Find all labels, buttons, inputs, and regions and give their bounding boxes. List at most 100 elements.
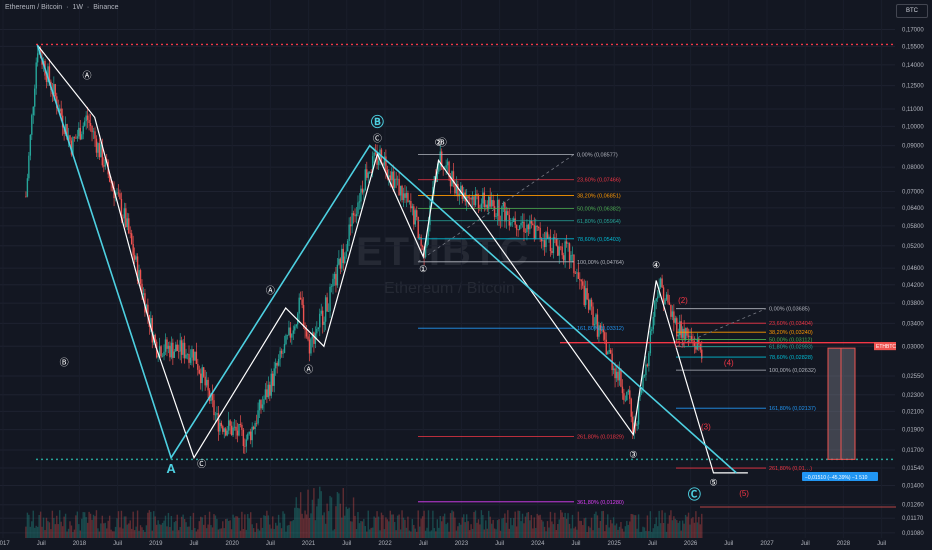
fib1-label: 61,80% (0,05964) [577, 219, 621, 225]
candle-body [671, 311, 674, 317]
candle-body [602, 329, 605, 333]
volume-bar [81, 518, 83, 538]
candle-body [349, 224, 352, 227]
header-exchange: Binance [93, 4, 119, 11]
candle-body [548, 236, 550, 239]
candle-body [308, 339, 311, 354]
volume-bar [57, 524, 59, 538]
candle-body [132, 244, 134, 256]
fib2-label: 161,80% (0,02137) [769, 406, 816, 412]
volume-bar [235, 516, 237, 538]
candle-body [108, 174, 111, 182]
wave-label: Ⓑ [60, 358, 69, 368]
candle-body [270, 373, 272, 396]
wave-label: Ⓐ [266, 286, 275, 296]
price-tick-label: 0,14000 [902, 63, 924, 69]
candle-body [630, 398, 632, 417]
volume-bar [308, 517, 311, 538]
volume-bar [402, 517, 405, 538]
candle-body [532, 223, 534, 226]
candle-body [207, 379, 209, 391]
candle-body [223, 428, 225, 432]
candle-body [629, 390, 631, 399]
candle-body [154, 334, 156, 342]
candle-body [651, 329, 653, 332]
volume-bar [294, 507, 296, 538]
candle-body [145, 304, 148, 313]
candle-body [73, 137, 76, 139]
volume-bar [620, 522, 622, 538]
volume-bar [98, 531, 101, 538]
currency-button[interactable]: BTC [896, 4, 928, 18]
volume-bar [642, 526, 644, 538]
candle-body [267, 384, 270, 398]
candle-body [592, 306, 594, 326]
candle-body [289, 327, 292, 338]
candle-body [562, 255, 565, 261]
volume-bar [521, 513, 524, 538]
volume-bar [548, 527, 550, 538]
candle-body [554, 237, 556, 239]
volume-bar [511, 525, 513, 538]
fib1-label: 161,80% (0,03312) [577, 326, 624, 332]
volume-bar [676, 520, 678, 538]
volume-bar [698, 516, 700, 538]
volume-bar [292, 520, 295, 538]
candle-body [634, 422, 637, 426]
candle-body [202, 367, 205, 377]
candle-body [157, 356, 159, 358]
wave-label: ① [419, 264, 427, 274]
volume-bar [133, 530, 136, 538]
candle-body [48, 66, 51, 82]
candle-body [486, 204, 488, 210]
candle-body [241, 424, 243, 430]
volume-bar [518, 510, 521, 538]
candle-body [545, 232, 547, 248]
candle-body [684, 328, 687, 340]
candle-body [624, 400, 627, 401]
volume-bar [179, 526, 181, 538]
candle-body [442, 167, 444, 170]
price-tick-label: 0,05800 [902, 224, 924, 230]
header-interval[interactable]: 1W [72, 4, 83, 11]
volume-bar [681, 520, 684, 538]
volume-bar [414, 528, 416, 538]
volume-bar [557, 523, 559, 538]
candle-body [401, 185, 403, 201]
volume-bar [656, 526, 659, 538]
candle-body [693, 341, 696, 346]
volume-bar [28, 514, 30, 538]
candle-body [332, 278, 334, 287]
candle-body [208, 390, 211, 402]
volume-bar [568, 523, 571, 538]
candle-body [295, 324, 297, 327]
candle-body [341, 248, 343, 269]
candle-body [483, 192, 486, 207]
price-tick-label: 0,01260 [902, 503, 924, 509]
volume-bar [374, 517, 377, 538]
volume-bar [75, 515, 77, 538]
price-tick-label: 0,01900 [902, 428, 924, 434]
price-tick-label: 0,05200 [902, 244, 924, 250]
volume-bar [667, 523, 669, 538]
candle-body [186, 354, 189, 355]
volume-bar [311, 499, 314, 538]
volume-bar [395, 530, 397, 538]
fib1-label: 261,80% (0,01829) [577, 435, 624, 441]
time-tick-label: 2026 [684, 541, 698, 547]
volume-bar [608, 527, 610, 538]
candle-body [514, 218, 516, 225]
candle-body [527, 224, 530, 230]
volume-bar [574, 526, 577, 538]
volume-bar [648, 531, 650, 538]
volume-bar [514, 511, 516, 538]
volume-bar [76, 511, 79, 538]
volume-bar [517, 510, 519, 538]
volume-bar [454, 517, 456, 538]
volume-bar [260, 517, 262, 538]
volume-bar [192, 512, 195, 538]
volume-bar [489, 516, 491, 538]
volume-bar [482, 515, 484, 538]
